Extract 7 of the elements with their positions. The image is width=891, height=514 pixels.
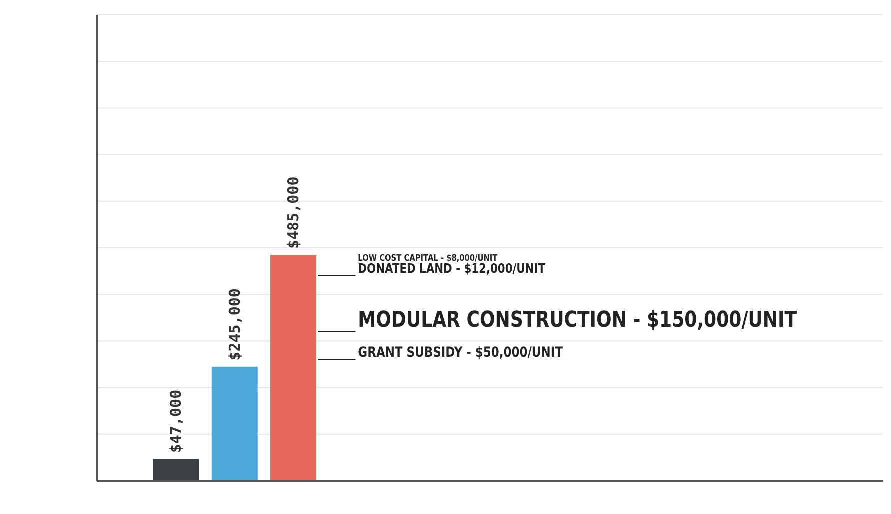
text: DONATED LAND - $12,000/UNIT: [358, 262, 546, 277]
text: LOW COST CAPITAL - $8,000/UNIT: [358, 254, 498, 264]
data-label: $47,000: [167, 390, 186, 454]
data-label: $245,000: [226, 288, 244, 361]
data-label: $485,000: [284, 176, 303, 249]
text: GRANT SUBSIDY - $50,000/UNIT: [358, 345, 563, 361]
text: MODULAR CONSTRUCTION - $150,000/UNIT: [358, 308, 798, 333]
